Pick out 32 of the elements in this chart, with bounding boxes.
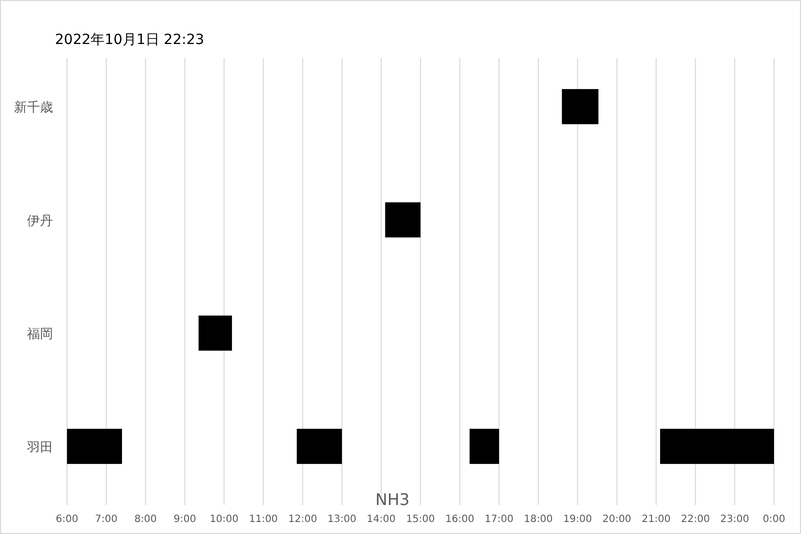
x-tick-label: 15:00 [406,514,435,525]
bar [385,202,420,238]
x-tick-label: 22:00 [681,514,710,525]
y-tick-label: 羽田 [26,440,53,456]
y-tick-label: 福岡 [27,327,53,342]
x-tick-label: 12:00 [288,514,318,525]
x-tick-label: 16:00 [445,514,474,525]
x-tick-label: 17:00 [484,514,514,525]
y-tick-label: 伊丹 [27,214,53,229]
bar [660,428,774,464]
x-tick-label: 21:00 [642,514,671,525]
x-tick-label: 6:00 [56,514,78,525]
x-tick-label: 7:00 [95,514,118,525]
x-tick-label: 18:00 [524,514,553,525]
bar [296,428,342,464]
x-tick-label: 8:00 [134,514,157,525]
x-tick-label: 11:00 [248,514,278,525]
x-tick-label: 10:00 [210,514,239,525]
x-tick-label: 0:00 [762,514,786,525]
x-tick-label: 23:00 [720,514,750,525]
x-tick-label: 20:00 [602,514,632,525]
x-tick-label: 9:00 [174,514,196,525]
x-tick-label: 14:00 [366,514,396,525]
bar [67,428,122,464]
bar [470,428,500,464]
x-tick-label: 13:00 [328,514,356,525]
bar [198,316,232,351]
chart-title: 2022年10月1日 22:23 [55,32,204,48]
x-axis-title: NH3 [375,490,410,509]
y-tick-label: 新千歳 [14,100,53,116]
bar [562,89,598,124]
x-tick-label: 19:00 [563,514,592,525]
